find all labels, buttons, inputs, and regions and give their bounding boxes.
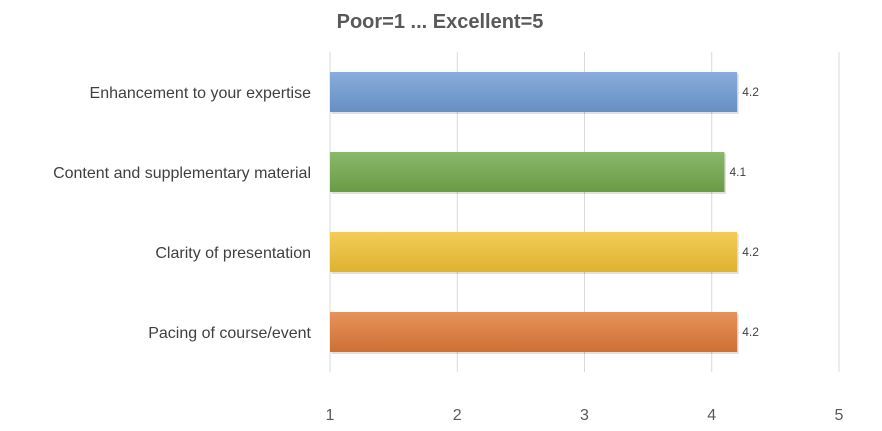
data-label: 4.1	[729, 165, 746, 179]
x-tick-label: 4	[707, 407, 716, 424]
x-tick-label: 1	[326, 407, 335, 424]
bars	[330, 72, 739, 354]
bar	[330, 232, 738, 272]
x-tick-label: 3	[580, 407, 589, 424]
category-label: Content and supplementary material	[53, 165, 311, 182]
x-tick-label: 5	[835, 407, 844, 424]
bar	[330, 152, 725, 192]
x-axis-tick-labels: 1 2 3 4 5	[326, 407, 844, 424]
category-labels: Enhancement to your expertise Content and…	[53, 85, 311, 342]
data-label: 4.2	[742, 245, 759, 259]
data-label: 4.2	[742, 85, 759, 99]
chart-title: Poor=1 ... Excellent=5	[337, 11, 544, 33]
x-tick-label: 2	[453, 407, 462, 424]
category-label: Enhancement to your expertise	[90, 85, 312, 102]
data-labels: 4.2 4.1 4.2 4.2	[729, 85, 759, 339]
bar	[330, 72, 738, 112]
bar	[330, 312, 738, 352]
category-label: Clarity of presentation	[155, 245, 311, 262]
data-label: 4.2	[742, 325, 759, 339]
category-label: Pacing of course/event	[148, 325, 311, 342]
